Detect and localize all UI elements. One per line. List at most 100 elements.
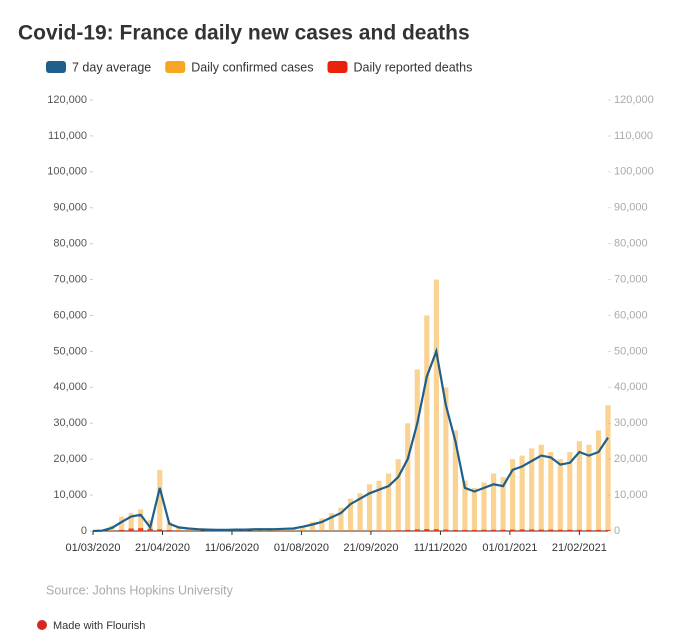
x-tick-label: 01/01/2021 <box>482 542 537 554</box>
y-tick-label: 10,000 <box>53 489 87 501</box>
bar <box>300 525 306 531</box>
bar <box>157 469 163 531</box>
bar <box>119 516 125 531</box>
bar <box>452 430 458 531</box>
bar <box>405 423 411 531</box>
y2-tick-label: 100,000 <box>614 166 654 178</box>
bar <box>529 448 535 531</box>
bar <box>548 451 554 531</box>
bar <box>405 529 411 531</box>
bar <box>605 529 611 531</box>
bar <box>510 459 516 531</box>
legend-label: Daily confirmed cases <box>191 60 313 74</box>
legend-swatch <box>165 61 186 73</box>
bar <box>529 529 535 531</box>
y-tick-label: 40,000 <box>53 381 87 393</box>
bar <box>471 529 478 531</box>
y-tick-label: 60,000 <box>53 309 87 321</box>
y2-tick-label: 20,000 <box>614 453 648 465</box>
bar <box>481 482 487 531</box>
y-tick-label: 30,000 <box>53 417 87 429</box>
bar <box>319 518 325 531</box>
bar <box>433 279 439 531</box>
bar <box>557 529 563 531</box>
bar <box>424 529 430 531</box>
flourish-logo <box>37 620 47 630</box>
y-tick-label: 20,000 <box>53 453 87 465</box>
y2-tick-label: 80,000 <box>614 238 648 250</box>
bar <box>557 459 563 531</box>
y2-tick-label: 10,000 <box>614 489 648 501</box>
bar <box>366 484 373 531</box>
bar <box>481 529 487 531</box>
bar <box>128 513 134 531</box>
bar <box>605 405 611 531</box>
y2-tick-label: 120,000 <box>614 94 654 106</box>
bar <box>147 528 153 531</box>
bar <box>138 509 144 531</box>
bar <box>510 529 516 531</box>
bar <box>500 477 506 531</box>
y-tick-label: 70,000 <box>53 273 87 285</box>
y-tick-label: 120,000 <box>47 94 87 106</box>
bar <box>395 459 401 531</box>
bar <box>357 493 363 531</box>
credit[interactable]: Made with Flourish <box>53 620 145 632</box>
bar <box>548 529 554 531</box>
bar <box>595 529 602 531</box>
bar <box>538 444 544 531</box>
y2-tick-label: 50,000 <box>614 345 648 357</box>
x-tick-label: 21/09/2020 <box>343 542 398 554</box>
bar <box>176 526 182 531</box>
bar <box>500 529 506 531</box>
bar <box>386 473 392 531</box>
bar <box>347 498 354 531</box>
bar <box>471 487 478 531</box>
y-tick-label: 80,000 <box>53 238 87 250</box>
bar <box>338 507 344 531</box>
bar <box>166 522 172 531</box>
x-tick-label: 11/11/2020 <box>414 542 467 554</box>
y2-tick-label: 30,000 <box>614 417 648 429</box>
y-tick-label: 110,000 <box>48 130 87 142</box>
legend-label: 7 day average <box>72 60 151 74</box>
bar <box>576 529 582 531</box>
bar <box>586 444 592 531</box>
bar <box>309 522 315 531</box>
source: Source: Johns Hopkins University <box>46 583 234 597</box>
bar <box>462 529 468 531</box>
bar <box>166 530 172 531</box>
bar <box>128 528 134 531</box>
bar <box>138 528 144 531</box>
chart-title: Covid-19: France daily new cases and dea… <box>18 22 470 45</box>
bar <box>386 530 392 531</box>
bar <box>538 529 544 531</box>
bar <box>433 529 439 531</box>
bar <box>157 529 163 531</box>
bar <box>119 529 125 531</box>
bar <box>452 529 458 531</box>
bar <box>490 529 497 531</box>
bar <box>328 513 335 531</box>
x-tick-label: 21/02/2021 <box>552 542 607 554</box>
x-tick-label: 21/04/2020 <box>135 542 190 554</box>
bar <box>462 480 468 531</box>
legend-label: Daily reported deaths <box>354 60 473 74</box>
bar <box>414 369 420 531</box>
bar <box>576 441 582 531</box>
y-tick-label: 50,000 <box>53 345 87 357</box>
bar <box>567 529 573 531</box>
x-tick-label: 01/03/2020 <box>65 542 120 554</box>
bar <box>595 430 602 531</box>
x-tick-label: 01/08/2020 <box>274 542 329 554</box>
y2-tick-label: 70,000 <box>614 273 648 285</box>
bar <box>567 451 573 531</box>
bar <box>490 473 497 531</box>
bar <box>176 530 182 531</box>
y-tick-label: 100,000 <box>47 166 87 178</box>
legend-swatch <box>327 61 348 73</box>
bar <box>414 529 420 531</box>
bar <box>395 530 401 531</box>
bar <box>424 315 430 531</box>
x-tick-label: 11/06/2020 <box>205 542 259 554</box>
